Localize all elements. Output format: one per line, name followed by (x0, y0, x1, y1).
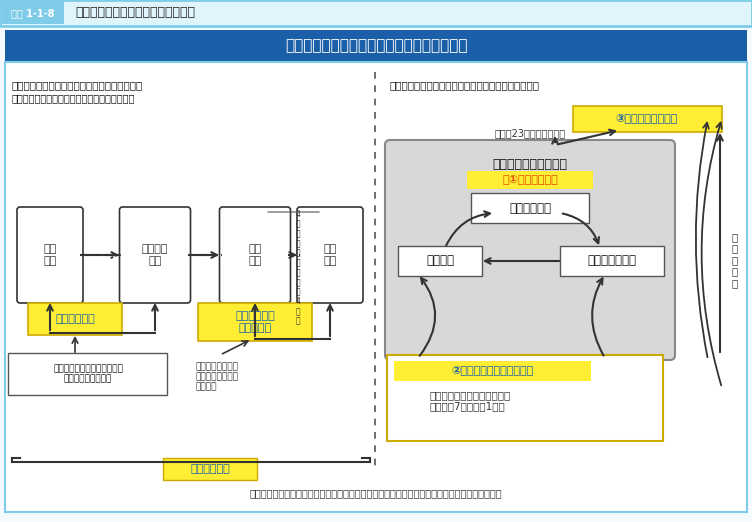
Text: 【認証評価制度や情報公表等による恒常的な質保証】: 【認証評価制度や情報公表等による恒常的な質保証】 (390, 80, 540, 90)
FancyBboxPatch shape (467, 171, 593, 189)
Text: 自己改善: 自己改善 (426, 255, 454, 267)
FancyBboxPatch shape (387, 355, 663, 441)
Text: 設置認可審査: 設置認可審査 (55, 314, 95, 324)
Text: 自己点検・評価: 自己点検・評価 (587, 255, 636, 267)
FancyBboxPatch shape (394, 361, 591, 381)
Text: （①内部質保証）: （①内部質保証） (502, 175, 558, 185)
Text: （大学の設置申請から完成年度までの質保証）: （大学の設置申請から完成年度までの質保証） (12, 93, 135, 103)
FancyBboxPatch shape (398, 246, 482, 276)
FancyBboxPatch shape (560, 246, 664, 276)
Text: ③社会への情報公表: ③社会への情報公表 (616, 114, 678, 124)
FancyBboxPatch shape (5, 62, 747, 512)
Text: 大学
新設: 大学 新設 (248, 244, 262, 266)
FancyBboxPatch shape (28, 303, 122, 335)
FancyBboxPatch shape (8, 353, 167, 395)
Text: 文科大臣
認可: 文科大臣 認可 (141, 244, 168, 266)
Text: 設置計画履行
状況等調査: 設置計画履行 状況等調査 (235, 311, 275, 333)
Text: 文科大臣が認証した評価団体
が実施（7年以内に1回）: 文科大臣が認証した評価団体 が実施（7年以内に1回） (430, 390, 511, 412)
Text: 図表 1-1-8: 図表 1-1-8 (11, 8, 55, 18)
Text: 大学設置基準: 大学設置基準 (190, 464, 230, 474)
Text: 我が国の大学の質保証のイメージ図: 我が国の大学の質保証のイメージ図 (75, 6, 195, 19)
FancyBboxPatch shape (5, 30, 747, 62)
Text: 教育課程，教員数・教員資格，校地・校舎面積などの最低基準を定める（教育研究水準を確保）: 教育課程，教員数・教員資格，校地・校舎面積などの最低基準を定める（教育研究水準を… (250, 488, 502, 498)
FancyBboxPatch shape (220, 207, 290, 303)
Text: 設置
申請: 設置 申請 (44, 244, 56, 266)
FancyBboxPatch shape (198, 303, 312, 341)
FancyBboxPatch shape (471, 193, 589, 223)
Text: 各大学の学内での取組: 各大学の学内での取組 (493, 159, 568, 172)
Text: 完成
年度: 完成 年度 (323, 244, 337, 266)
Text: 【設置認可審査等による入口における質保証】: 【設置認可審査等による入口における質保証】 (12, 80, 143, 90)
Text: 4
年
制
大
学
の
場
合
は
4
年
間: 4 年 制 大 学 の 場 合 は 4 年 間 (296, 210, 301, 326)
Text: 教育研究活動: 教育研究活動 (509, 201, 551, 215)
Text: 認可後のフォロー
設置計画の履行を
チェック: 認可後のフォロー 設置計画の履行を チェック (195, 362, 238, 392)
FancyBboxPatch shape (0, 0, 752, 26)
FancyBboxPatch shape (17, 207, 83, 303)
FancyBboxPatch shape (573, 106, 722, 132)
FancyBboxPatch shape (297, 207, 363, 303)
Text: 大学設置・学校法人審議会に
よるピア・レビュー: 大学設置・学校法人審議会に よるピア・レビュー (53, 364, 123, 384)
Text: （参考）我が国の大学の質保証のイメージ図: （参考）我が国の大学の質保証のイメージ図 (285, 39, 467, 53)
Text: 結
果
の
公
表: 結 果 の 公 表 (732, 232, 738, 288)
FancyBboxPatch shape (163, 458, 257, 480)
Text: ②認証評価（第三者評価）: ②認証評価（第三者評価） (451, 366, 533, 376)
Text: 〔平成23年から義務化〕: 〔平成23年から義務化〕 (494, 128, 566, 138)
FancyBboxPatch shape (120, 207, 190, 303)
FancyBboxPatch shape (2, 2, 64, 24)
FancyBboxPatch shape (385, 140, 675, 360)
